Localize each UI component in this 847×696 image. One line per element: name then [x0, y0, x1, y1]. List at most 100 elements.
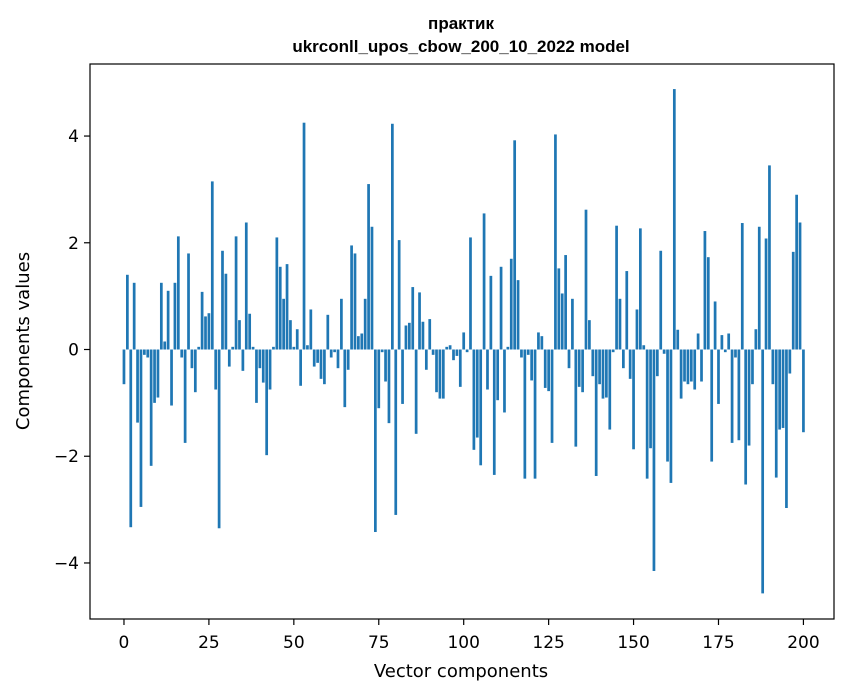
bar-168	[693, 349, 697, 390]
bar-15	[173, 282, 177, 350]
y-tick-label-4: 4	[68, 127, 79, 147]
bar-47	[282, 298, 285, 350]
bar-131	[567, 349, 571, 369]
bar-158	[659, 250, 663, 350]
bar-123	[540, 336, 544, 350]
bar-14	[170, 349, 173, 406]
bar-44	[272, 346, 275, 350]
bar-82	[401, 349, 404, 404]
y-axis-ticks: −4 −2 0 2 4	[54, 127, 90, 574]
bar-0	[122, 349, 126, 385]
bar-120	[530, 349, 533, 381]
x-axis-ticks: 0 25 50 75 100 125 150 175 200	[119, 619, 820, 653]
bar-122	[537, 332, 540, 350]
bar-77	[384, 349, 387, 382]
bar-118	[523, 349, 527, 479]
bar-152	[639, 228, 642, 350]
bar-181	[737, 349, 741, 441]
bar-164	[679, 349, 683, 399]
bar-55	[309, 309, 313, 350]
bar-196	[788, 349, 792, 374]
bar-189	[764, 238, 768, 350]
y-tick-label-2: 2	[68, 234, 79, 254]
bar-64	[340, 298, 343, 350]
bar-45	[275, 237, 279, 350]
bar-17	[180, 349, 184, 358]
bar-175	[717, 349, 720, 404]
bar-133	[574, 349, 578, 447]
bar-115	[513, 140, 517, 350]
x-tick-label-0: 0	[119, 633, 130, 653]
bar-180	[734, 349, 737, 358]
bar-125	[547, 349, 550, 392]
bar-85	[411, 287, 415, 350]
bar-43	[268, 349, 272, 390]
bar-171	[703, 231, 707, 350]
bar-130	[564, 255, 567, 350]
bar-34	[238, 320, 241, 350]
bar-163	[676, 329, 680, 350]
bar-60	[326, 314, 330, 350]
bar-111	[499, 266, 503, 350]
bar-58	[319, 349, 323, 379]
bar-188	[761, 349, 765, 594]
bar-121	[533, 349, 537, 479]
x-tick-label-100: 100	[447, 633, 479, 653]
y-tick-label--4: −4	[54, 554, 79, 574]
bar-22	[197, 346, 201, 350]
bar-174	[713, 301, 717, 350]
bar-165	[683, 349, 686, 382]
bar-30	[224, 273, 228, 350]
bar-176	[720, 335, 724, 350]
bar-52	[299, 349, 302, 386]
bar-80	[394, 349, 398, 515]
bar-161	[669, 349, 673, 483]
bar-75	[377, 349, 381, 409]
bar-6	[143, 349, 146, 355]
bar-16	[176, 236, 180, 350]
bar-91	[431, 349, 435, 355]
bar-24	[204, 316, 207, 350]
bar-112	[503, 349, 506, 413]
bar-200	[802, 349, 805, 433]
bar-153	[642, 345, 646, 350]
bar-160	[666, 349, 669, 462]
bar-182	[740, 223, 744, 350]
bar-32	[231, 346, 235, 350]
bar-86	[414, 349, 418, 434]
bar-9	[153, 349, 156, 403]
bar-7	[146, 349, 150, 358]
bars-group	[122, 89, 805, 594]
bar-124	[543, 349, 547, 388]
bar-193	[778, 349, 781, 430]
bar-135	[581, 349, 584, 393]
bar-13	[166, 290, 170, 350]
bar-117	[520, 349, 523, 358]
bar-177	[723, 349, 727, 353]
bar-63	[336, 349, 340, 369]
bar-94	[441, 349, 445, 399]
bar-101	[465, 349, 469, 353]
bar-167	[689, 349, 693, 382]
bar-105	[479, 349, 483, 466]
bar-84	[407, 322, 411, 350]
bar-46	[278, 266, 282, 350]
bar-136	[584, 209, 588, 350]
bar-78	[387, 349, 391, 424]
bar-199	[798, 222, 802, 350]
bar-5	[139, 349, 143, 507]
bar-36	[244, 222, 248, 350]
bar-173	[710, 349, 714, 462]
bar-68	[353, 253, 357, 350]
bar-166	[686, 349, 690, 385]
bar-56	[312, 349, 316, 367]
bar-197	[791, 251, 795, 350]
bar-67	[350, 245, 353, 350]
bar-95	[445, 346, 449, 350]
bar-146	[618, 298, 622, 350]
bar-51	[295, 329, 299, 350]
bar-88	[421, 321, 425, 350]
bar-183	[744, 349, 748, 485]
bar-97	[452, 349, 455, 361]
